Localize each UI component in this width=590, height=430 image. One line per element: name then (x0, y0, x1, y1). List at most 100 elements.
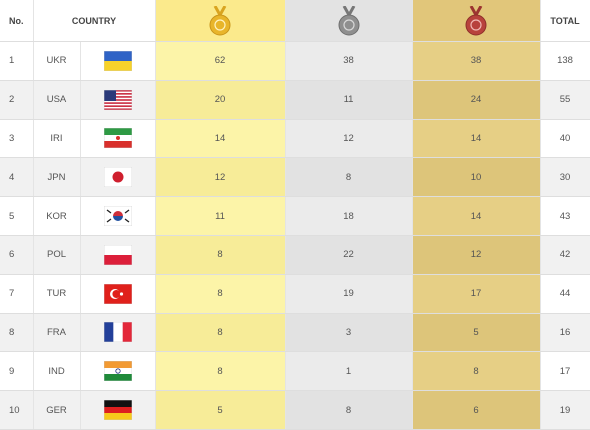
bronze-count: 14 (412, 119, 541, 159)
gold-count: 12 (155, 157, 286, 198)
bronze-count: 6 (412, 390, 541, 430)
rank-header: No. (0, 0, 34, 42)
table-row: 3 IRI 14 12 14 40 (0, 119, 590, 159)
bronze-count: 5 (412, 313, 541, 353)
total-count: 43 (540, 196, 590, 236)
gold-count: 8 (155, 235, 286, 275)
country-code: TUR (33, 274, 81, 314)
silver-count: 3 (285, 313, 413, 353)
silver-count: 22 (285, 235, 413, 275)
gold-count: 62 (155, 41, 286, 81)
silver-count: 12 (285, 119, 413, 159)
country-code: GER (33, 390, 81, 430)
silver-count: 19 (285, 274, 413, 314)
country-flag (103, 50, 132, 71)
rank-cell: 2 (0, 80, 34, 120)
rank-cell: 5 (0, 196, 34, 236)
table-body: 1 UKR 62 38 38 138 2 USA 20 11 24 55 3 IRI 14 12 14 40 4 JP… (0, 41, 590, 430)
table-row: 10 GER 5 8 6 19 (0, 390, 590, 430)
table-row: 9 IND 8 1 8 17 (0, 351, 590, 392)
bronze-count: 38 (412, 41, 541, 81)
gold-count: 14 (155, 119, 286, 159)
table-row: 6 POL 8 22 12 42 (0, 235, 590, 275)
silver-header (285, 0, 413, 42)
gold-count: 8 (155, 351, 286, 392)
bronze-count: 12 (412, 235, 541, 275)
country-flag (103, 361, 132, 382)
table-row: 1 UKR 62 38 38 138 (0, 41, 590, 81)
flag-cell (80, 274, 156, 314)
flag-cell (80, 119, 156, 159)
gold-count: 8 (155, 274, 286, 314)
total-count: 40 (540, 119, 590, 159)
flag-cell (80, 41, 156, 81)
rank-cell: 10 (0, 390, 34, 430)
flag-cell (80, 157, 156, 198)
country-flag (103, 167, 132, 188)
country-code: IRI (33, 119, 81, 159)
flag-cell (80, 313, 156, 353)
table-row: 5 KOR 11 18 14 43 (0, 196, 590, 236)
silver-count: 38 (285, 41, 413, 81)
silver-count: 8 (285, 390, 413, 430)
country-code: FRA (33, 313, 81, 353)
flag-cell (80, 235, 156, 275)
table-row: 4 JPN 12 8 10 30 (0, 157, 590, 198)
total-count: 42 (540, 235, 590, 275)
silver-count: 1 (285, 351, 413, 392)
silver-medal-icon (338, 5, 360, 35)
bronze-count: 24 (412, 80, 541, 120)
gold-count: 5 (155, 390, 286, 430)
flag-cell (80, 390, 156, 430)
rank-cell: 4 (0, 157, 34, 198)
country-code: KOR (33, 196, 81, 236)
country-flag (103, 322, 132, 343)
country-code: USA (33, 80, 81, 120)
flag-cell (80, 80, 156, 120)
total-count: 30 (540, 157, 590, 198)
silver-count: 18 (285, 196, 413, 236)
table-row: 2 USA 20 11 24 55 (0, 80, 590, 120)
silver-count: 11 (285, 80, 413, 120)
gold-count: 11 (155, 196, 286, 236)
bronze-count: 14 (412, 196, 541, 236)
country-flag (103, 244, 132, 265)
flag-cell (80, 196, 156, 236)
bronze-count: 8 (412, 351, 541, 392)
flag-cell (80, 351, 156, 392)
total-count: 55 (540, 80, 590, 120)
rank-cell: 9 (0, 351, 34, 392)
gold-medal-icon (209, 5, 231, 35)
header-row: No. COUNTRY TOTAL (0, 0, 590, 42)
country-flag (103, 400, 132, 421)
country-code: JPN (33, 157, 81, 198)
silver-count: 8 (285, 157, 413, 198)
total-count: 19 (540, 390, 590, 430)
total-count: 44 (540, 274, 590, 314)
table-row: 7 TUR 8 19 17 44 (0, 274, 590, 314)
rank-cell: 3 (0, 119, 34, 159)
country-code: IND (33, 351, 81, 392)
country-flag (103, 89, 132, 110)
rank-cell: 8 (0, 313, 34, 353)
bronze-count: 10 (412, 157, 541, 198)
rank-cell: 1 (0, 41, 34, 81)
rank-cell: 7 (0, 274, 34, 314)
country-code: UKR (33, 41, 81, 81)
table-row: 8 FRA 8 3 5 16 (0, 313, 590, 353)
country-flag (103, 283, 132, 304)
gold-count: 8 (155, 313, 286, 353)
total-count: 16 (540, 313, 590, 353)
bronze-header (412, 0, 541, 42)
country-flag (103, 128, 132, 149)
rank-cell: 6 (0, 235, 34, 275)
total-header: TOTAL (540, 0, 590, 42)
country-flag (103, 206, 132, 227)
total-count: 17 (540, 351, 590, 392)
bronze-count: 17 (412, 274, 541, 314)
gold-count: 20 (155, 80, 286, 120)
total-count: 138 (540, 41, 590, 81)
gold-header (155, 0, 286, 42)
